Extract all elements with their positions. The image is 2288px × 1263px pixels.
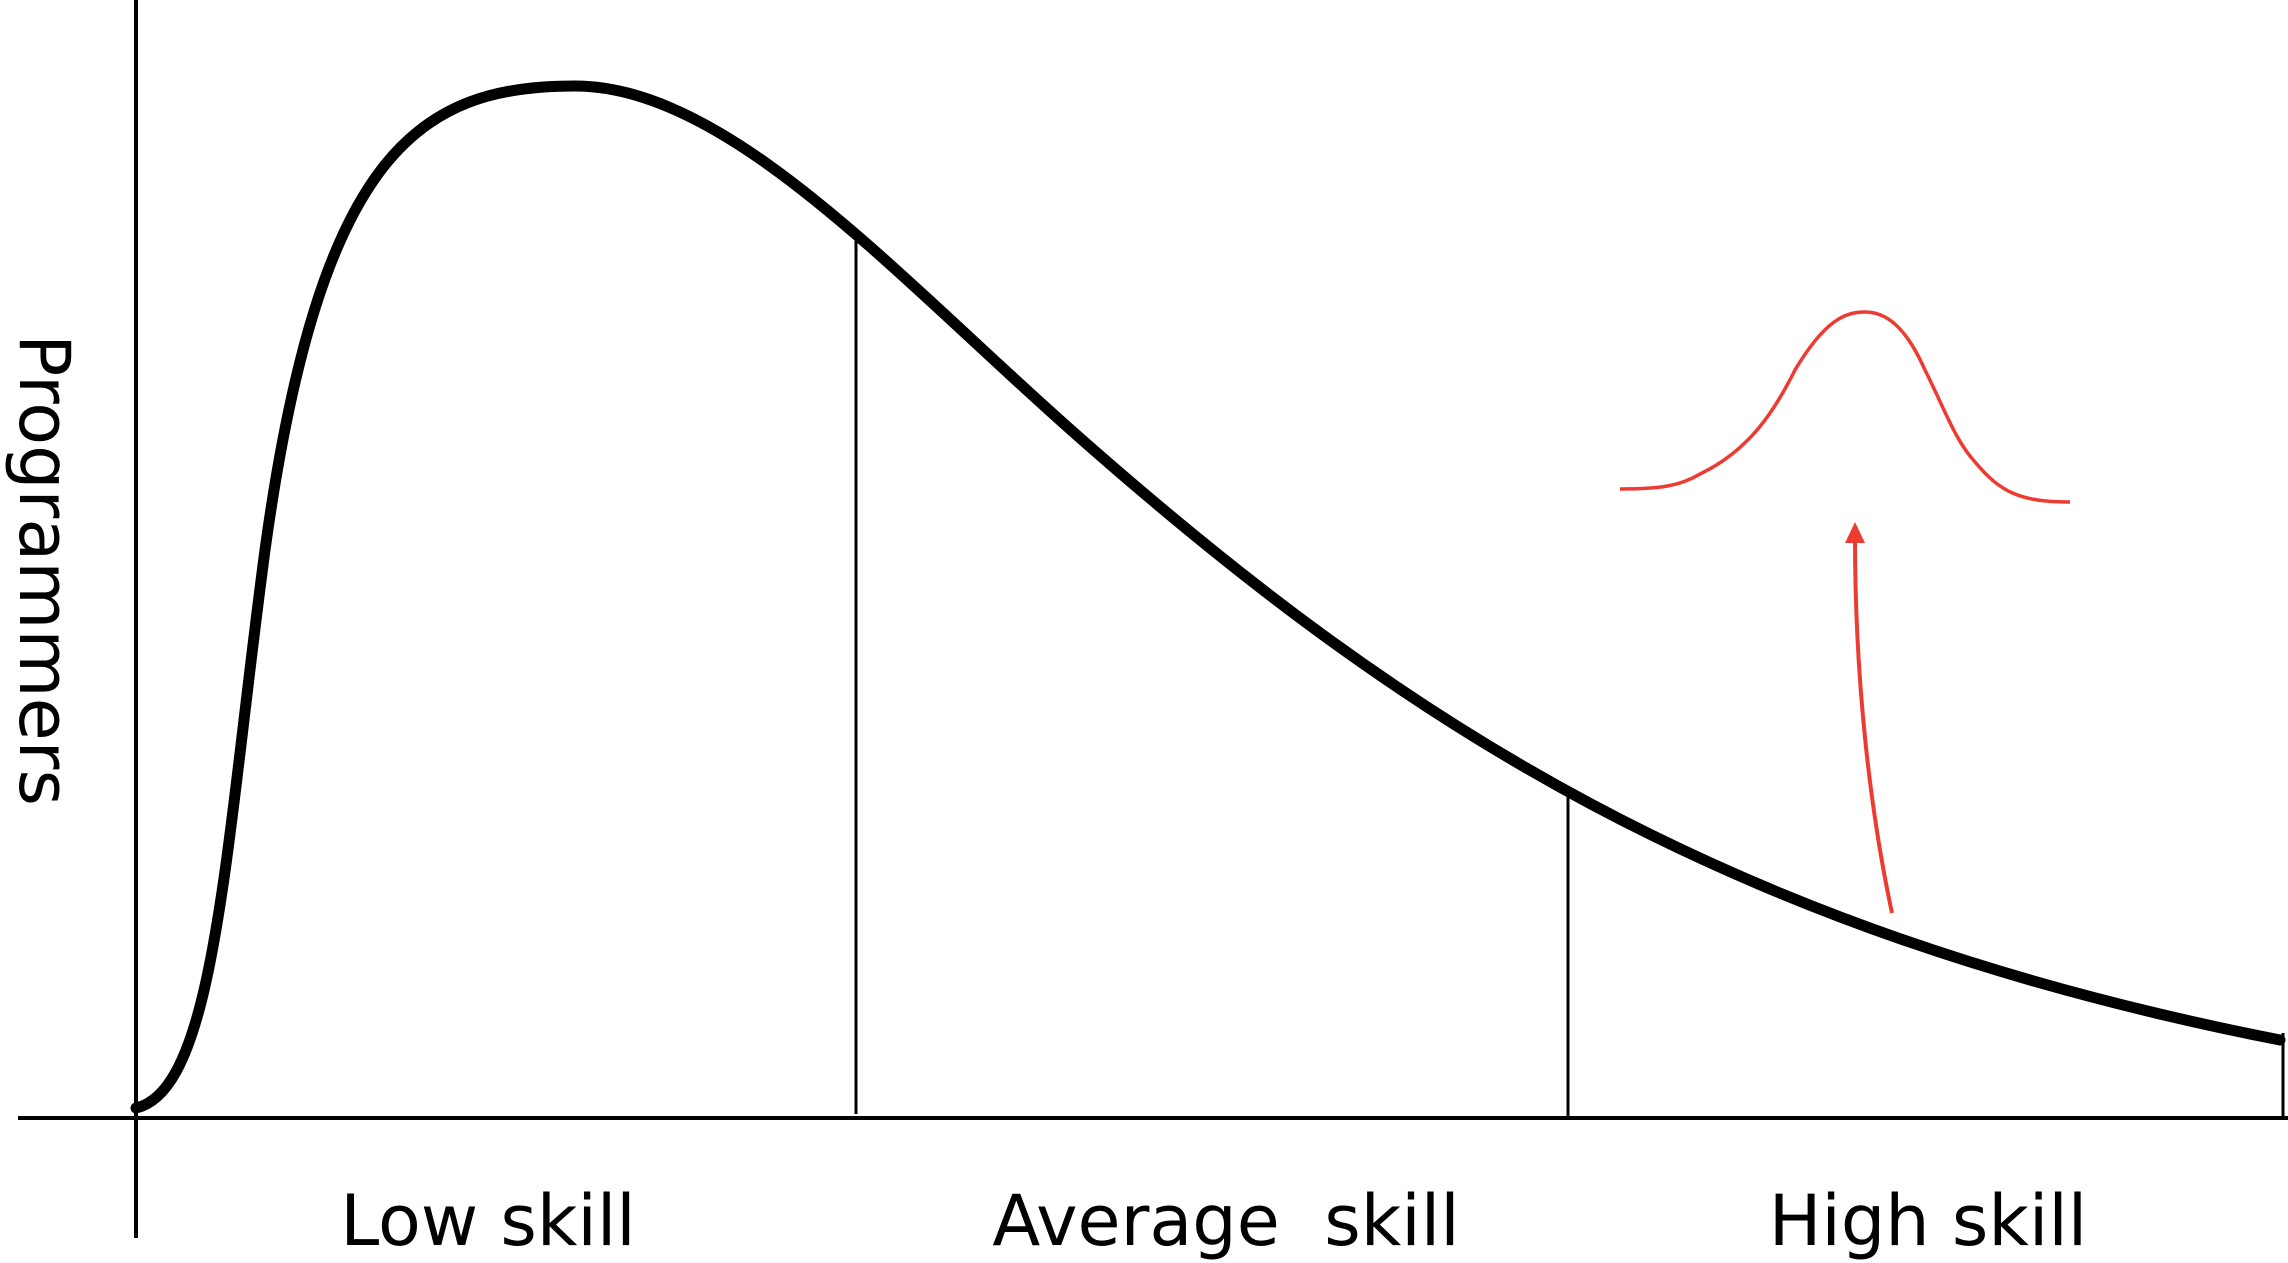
skill-distribution-curve (130, 80, 2286, 1114)
x-label-low-skill: Low skill (340, 1180, 635, 1262)
high-skill-bell-curve (1619, 310, 2071, 504)
red-arrow-head-icon (1845, 522, 1865, 543)
x-label-average-skill: Average skill (992, 1180, 1459, 1262)
red-arrow-shaft (1853, 537, 1894, 914)
y-axis-label: Programmers (3, 334, 85, 806)
x-label-high-skill: High skill (1769, 1180, 2088, 1262)
